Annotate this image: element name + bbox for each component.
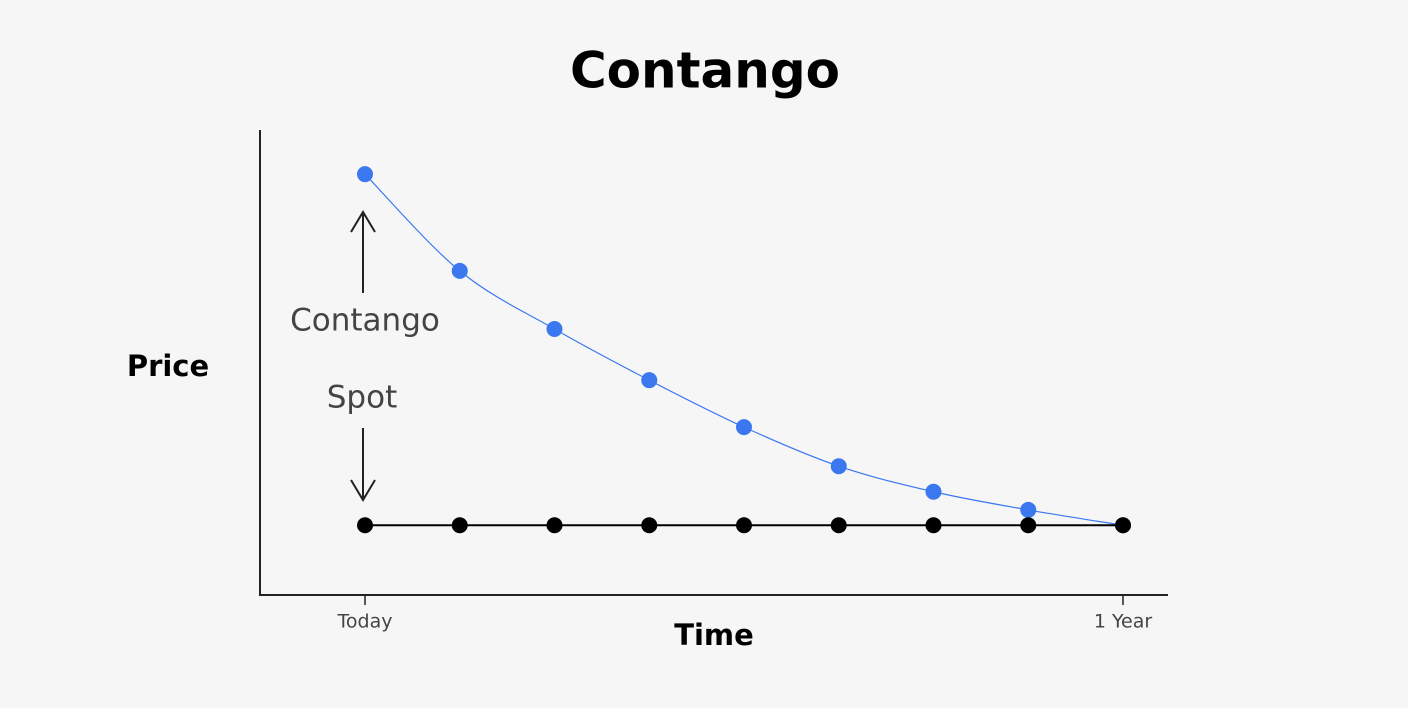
data-point bbox=[546, 517, 563, 534]
annotation: Contango bbox=[290, 303, 440, 339]
data-point bbox=[830, 458, 847, 475]
data-point bbox=[641, 372, 658, 389]
y-axis-label: Price bbox=[127, 349, 209, 383]
arrow-up bbox=[350, 210, 376, 293]
chart-title: Contango bbox=[570, 42, 840, 100]
annotation: Spot bbox=[327, 380, 397, 416]
x-tick-label: Today bbox=[337, 611, 393, 633]
data-point bbox=[925, 517, 942, 534]
data-point bbox=[736, 517, 752, 534]
x-tick-label: 1 Year bbox=[1094, 611, 1153, 633]
data-point bbox=[1115, 517, 1131, 534]
data-point bbox=[736, 419, 752, 436]
data-point bbox=[1020, 501, 1037, 518]
data-point bbox=[357, 517, 373, 534]
series-line bbox=[364, 173, 1124, 526]
data-point bbox=[641, 517, 658, 534]
data-point bbox=[830, 517, 847, 534]
data-point bbox=[357, 166, 373, 183]
data-point bbox=[925, 483, 942, 500]
data-point bbox=[451, 262, 468, 279]
data-point bbox=[1020, 517, 1037, 534]
arrow-down bbox=[350, 428, 376, 502]
data-point bbox=[451, 517, 468, 534]
data-point bbox=[546, 321, 563, 338]
x-axis-label: Time bbox=[674, 618, 754, 652]
